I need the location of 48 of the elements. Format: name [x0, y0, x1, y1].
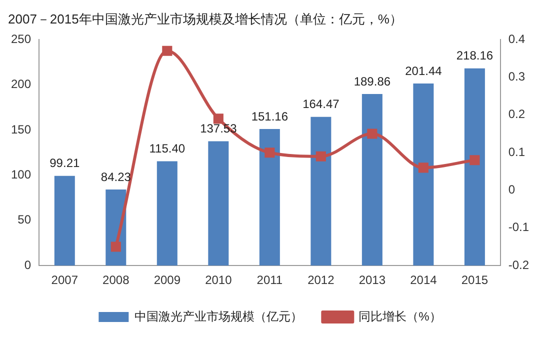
data-label: 201.44 [405, 64, 442, 78]
x-tick-label: 2014 [410, 273, 438, 288]
y-tick-label: 250 [10, 32, 32, 46]
bar [156, 161, 178, 266]
x-tick-label: 2012 [308, 273, 335, 288]
legend-label: 同比增长（%） [358, 309, 442, 324]
y2-tick-label: -0.2 [508, 258, 530, 272]
bar [362, 94, 382, 266]
bar [259, 128, 280, 266]
x-tick-label: 2011 [256, 273, 283, 288]
y-tick-label: 50 [18, 212, 32, 227]
point [418, 162, 428, 173]
point [316, 151, 326, 162]
point [367, 128, 378, 139]
point [110, 242, 121, 252]
data-label: 99.21 [50, 156, 80, 170]
y2-tick-label: 0.2 [508, 107, 526, 122]
x-tick-label: 2009 [154, 273, 181, 288]
y2-tick-label: 0.1 [508, 144, 526, 159]
point [213, 114, 224, 124]
y-tick-label: 200 [10, 77, 32, 92]
data-label: 218.16 [456, 48, 494, 63]
y2-tick-label: 0 [508, 182, 516, 197]
x-tick-label: 2007 [51, 273, 78, 288]
y-tick-label: 100 [10, 168, 32, 182]
y2-tick-label: 0.3 [508, 70, 526, 84]
y-tick-label: 0 [24, 258, 32, 272]
x-tick-label: 2010 [205, 273, 232, 288]
chart-title: 2007－2015年中国激光产业市场规模及增长情况（单位：亿元，%） [8, 11, 402, 26]
point [162, 46, 172, 56]
bar [413, 84, 434, 266]
data-label: 189.86 [354, 74, 391, 88]
bar [464, 68, 485, 266]
bar [208, 141, 229, 266]
x-tick-label: 2013 [358, 273, 386, 288]
data-label: 164.47 [302, 97, 340, 112]
y-tick-label: 150 [10, 122, 32, 136]
point [264, 148, 275, 158]
bar [310, 116, 332, 266]
point [470, 155, 480, 166]
data-label: 151.16 [251, 109, 288, 124]
bar [54, 176, 75, 266]
data-label: 115.40 [149, 142, 186, 156]
legend-label: 中国激光产业市场规模（亿元） [134, 309, 303, 324]
x-tick-label: 2015 [461, 273, 488, 288]
y2-tick-label: 0.4 [508, 32, 526, 46]
x-tick-label: 2008 [102, 273, 130, 288]
y2-tick-label: -0.1 [508, 220, 530, 234]
